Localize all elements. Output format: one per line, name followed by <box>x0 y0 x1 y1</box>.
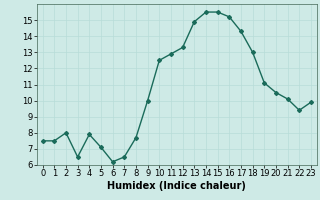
X-axis label: Humidex (Indice chaleur): Humidex (Indice chaleur) <box>108 181 246 191</box>
